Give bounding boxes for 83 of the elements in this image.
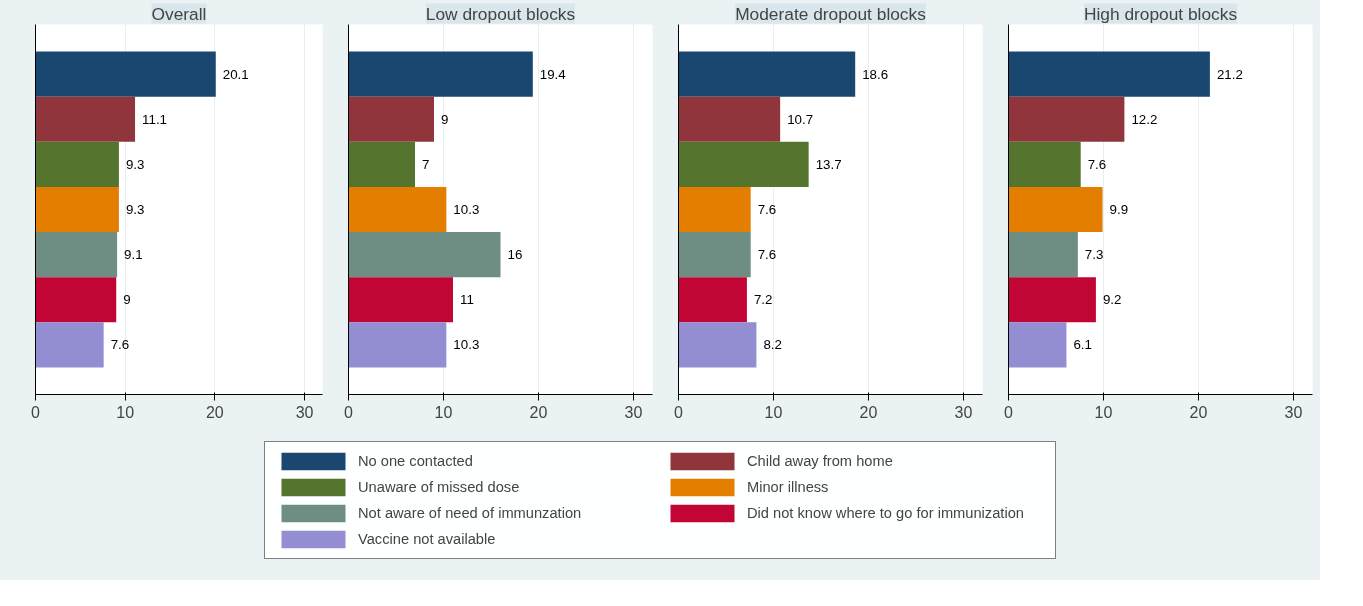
data-label: 9.3 (125, 202, 145, 217)
data-label: 10.3 (453, 202, 480, 217)
x-tick-label: 0 (31, 403, 41, 421)
data-label: 7.6 (1087, 156, 1107, 172)
data-label: 7.3 (1084, 247, 1104, 263)
bar (348, 96, 434, 142)
legend-label: Child away from home (747, 453, 894, 469)
x-tick-label: 20 (529, 403, 548, 421)
data-label: 13.7 (815, 156, 842, 172)
bar (678, 232, 751, 278)
bar (348, 141, 415, 187)
bar (678, 277, 747, 323)
x-tick-label: 10 (764, 403, 783, 421)
data-label: 9 (441, 111, 449, 127)
x-tick-label: 30 (624, 403, 643, 421)
bar (348, 232, 501, 278)
bar (348, 186, 447, 233)
x-tick-label: 10 (434, 403, 453, 421)
bar (348, 51, 533, 97)
chart-title: Low dropout blocks (425, 3, 576, 24)
data-label: 10.7 (787, 111, 814, 127)
data-label: 9.2 (1102, 292, 1122, 308)
legend-label: Did not know where to go for immunization (747, 505, 1025, 521)
x-tick-label: 20 (1189, 403, 1208, 421)
bar (678, 322, 757, 368)
data-label: 10.3 (453, 337, 480, 353)
bar (678, 51, 856, 97)
x-tick-label: 0 (1004, 403, 1014, 421)
data-label: 7 (422, 156, 430, 172)
data-label: 6.1 (1073, 337, 1092, 353)
data-label: 9.3 (125, 156, 145, 172)
bar (1008, 232, 1078, 278)
x-tick-label: 10 (116, 403, 135, 421)
x-tick-label: 10 (1094, 403, 1113, 421)
data-label: 7.6 (110, 337, 130, 353)
bar (1008, 322, 1067, 368)
x-tick-label: 30 (1284, 403, 1303, 421)
data-label: 12.2 (1131, 111, 1158, 127)
bar (1008, 51, 1210, 97)
bar (35, 186, 119, 233)
data-label: 19.4 (539, 66, 567, 82)
bar (1008, 277, 1096, 323)
bar (348, 277, 453, 323)
data-label: 18.6 (862, 66, 889, 82)
x-tick-label: 20 (205, 403, 224, 421)
x-tick-label: 0 (344, 403, 354, 421)
data-label: 16 (507, 247, 523, 263)
bar (348, 322, 447, 368)
data-label: 7.6 (757, 247, 777, 263)
bar (678, 186, 751, 233)
data-label: 8.2 (763, 337, 782, 353)
bar (35, 141, 119, 187)
bar (35, 232, 118, 278)
chart-title: High dropout blocks (1083, 3, 1238, 24)
data-label: 7.2 (753, 292, 773, 308)
data-label: 7.6 (757, 202, 777, 217)
x-tick-label: 20 (859, 403, 878, 421)
x-tick-label: 30 (295, 403, 314, 421)
legend-label: Minor illness (747, 479, 830, 495)
bar (1008, 96, 1125, 142)
chart-title: Overall (151, 3, 207, 24)
bar (678, 141, 809, 187)
data-label: 11 (460, 292, 474, 308)
data-label: 21.2 (1216, 66, 1243, 82)
bar (35, 277, 117, 323)
legend-label: No one contacted (358, 453, 474, 469)
data-label: 11.1 (142, 111, 168, 127)
x-tick-label: 0 (674, 403, 684, 421)
chart-title: Moderate dropout blocks (735, 3, 927, 24)
bar (35, 322, 104, 368)
bar (678, 96, 781, 142)
data-label: 9 (123, 292, 131, 308)
data-label: 20.1 (222, 66, 249, 82)
legend-label: Unaware of missed dose (358, 479, 521, 495)
bar (1008, 141, 1081, 187)
x-tick-label: 30 (954, 403, 973, 421)
bar (1008, 186, 1103, 233)
data-label: 9.1 (124, 247, 143, 263)
bar (35, 96, 136, 142)
legend-label: Not aware of need of immunzation (358, 505, 583, 521)
data-label: 9.9 (1109, 202, 1129, 217)
bar (35, 51, 216, 97)
legend-label: Vaccine not available (358, 531, 497, 547)
